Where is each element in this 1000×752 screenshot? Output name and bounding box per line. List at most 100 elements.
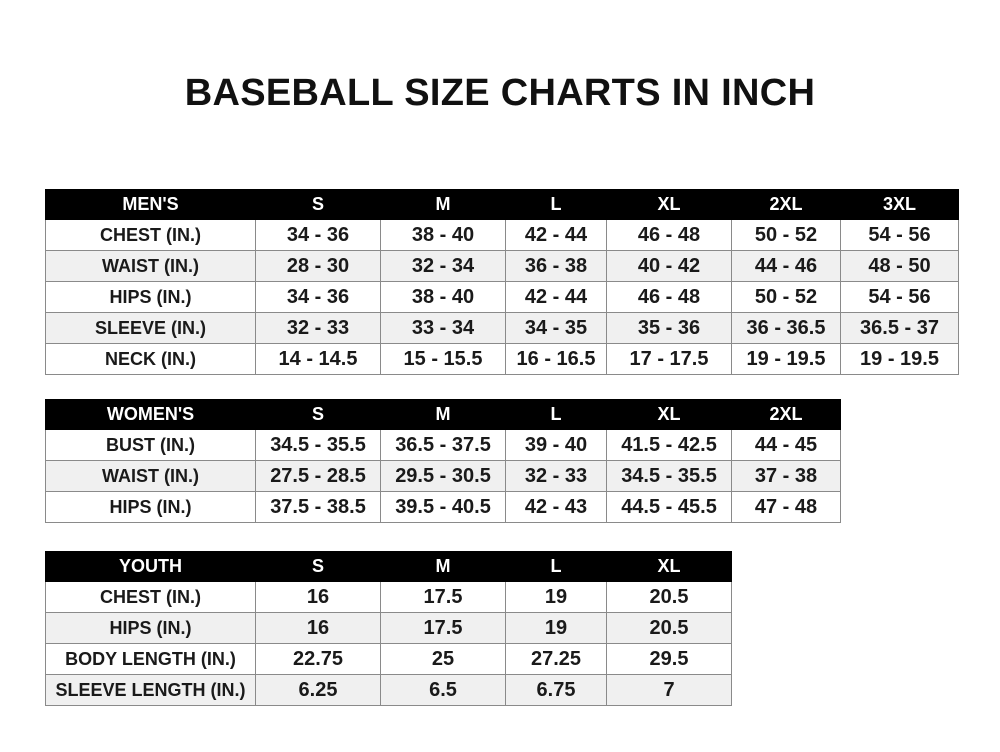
size-value-cell: 7 <box>606 674 732 706</box>
size-value-cell: 44 - 45 <box>731 429 841 461</box>
measurement-label: CHEST (IN.) <box>45 581 256 613</box>
size-column-header: 2XL <box>731 189 841 220</box>
size-value-cell: 36.5 - 37.5 <box>380 429 506 461</box>
table-row: HIPS (IN.) 16 17.5 19 20.5 <box>45 612 732 644</box>
size-value-cell: 39 - 40 <box>505 429 607 461</box>
size-value-cell: 19 - 19.5 <box>840 343 959 375</box>
size-value-cell: 17.5 <box>380 612 506 644</box>
size-column-header: 3XL <box>840 189 959 220</box>
size-value-cell: 35 - 36 <box>606 312 732 344</box>
size-value-cell: 42 - 44 <box>505 281 607 313</box>
size-column-header: S <box>255 551 381 582</box>
measurement-label: WAIST (IN.) <box>45 250 256 282</box>
table-category-header: MEN'S <box>45 189 256 220</box>
page-title: BASEBALL SIZE CHARTS IN INCH <box>184 72 816 114</box>
size-value-cell: 17.5 <box>380 581 506 613</box>
header-row: WOMEN'S S M L XL 2XL <box>45 399 841 430</box>
measurement-label: WAIST (IN.) <box>45 460 256 492</box>
size-value-cell: 44 - 46 <box>731 250 841 282</box>
size-value-cell: 29.5 <box>606 643 732 675</box>
measurement-label: SLEEVE LENGTH (IN.) <box>45 674 256 706</box>
size-value-cell: 19 - 19.5 <box>731 343 841 375</box>
size-value-cell: 28 - 30 <box>255 250 381 282</box>
size-column-header: S <box>255 399 381 430</box>
measurement-label: BODY LENGTH (IN.) <box>45 643 256 675</box>
youth-size-table: YOUTH S M L XL CHEST (IN.) 16 17.5 19 20.5 HIPS (I… <box>45 551 732 706</box>
size-value-cell: 33 - 34 <box>380 312 506 344</box>
size-value-cell: 27.25 <box>505 643 607 675</box>
size-column-header: M <box>380 399 506 430</box>
size-value-cell: 14 - 14.5 <box>255 343 381 375</box>
size-value-cell: 44.5 - 45.5 <box>606 491 732 523</box>
size-column-header: M <box>380 189 506 220</box>
table-row: CHEST (IN.) 34 - 36 38 - 40 42 - 44 46 - 48 5… <box>45 219 959 251</box>
size-value-cell: 22.75 <box>255 643 381 675</box>
size-column-header: L <box>505 189 607 220</box>
measurement-label: SLEEVE (IN.) <box>45 312 256 344</box>
size-value-cell: 27.5 - 28.5 <box>255 460 381 492</box>
header-row: YOUTH S M L XL <box>45 551 732 582</box>
size-value-cell: 29.5 - 30.5 <box>380 460 506 492</box>
size-value-cell: 48 - 50 <box>840 250 959 282</box>
size-value-cell: 19 <box>505 612 607 644</box>
size-value-cell: 36 - 36.5 <box>731 312 841 344</box>
mens-size-table: MEN'S S M L XL 2XL 3XL CHEST (IN.) 34 - 36 38 - 4… <box>45 189 959 375</box>
measurement-label: NECK (IN.) <box>45 343 256 375</box>
size-value-cell: 36 - 38 <box>505 250 607 282</box>
size-value-cell: 36.5 - 37 <box>840 312 959 344</box>
table-category-header: YOUTH <box>45 551 256 582</box>
table-row: WAIST (IN.) 28 - 30 32 - 34 36 - 38 40 - 42 4… <box>45 250 959 282</box>
size-column-header: XL <box>606 551 732 582</box>
size-value-cell: 50 - 52 <box>731 281 841 313</box>
table-row: SLEEVE LENGTH (IN.) 6.25 6.5 6.75 7 <box>45 674 732 706</box>
measurement-label: HIPS (IN.) <box>45 491 256 523</box>
size-value-cell: 47 - 48 <box>731 491 841 523</box>
size-value-cell: 46 - 48 <box>606 281 732 313</box>
size-value-cell: 40 - 42 <box>606 250 732 282</box>
size-value-cell: 39.5 - 40.5 <box>380 491 506 523</box>
size-value-cell: 16 <box>255 581 381 613</box>
size-value-cell: 50 - 52 <box>731 219 841 251</box>
table-row: WAIST (IN.) 27.5 - 28.5 29.5 - 30.5 32 - 33… <box>45 460 841 492</box>
size-value-cell: 42 - 44 <box>505 219 607 251</box>
table-row: CHEST (IN.) 16 17.5 19 20.5 <box>45 581 732 613</box>
size-value-cell: 38 - 40 <box>380 219 506 251</box>
size-value-cell: 16 <box>255 612 381 644</box>
header-row: MEN'S S M L XL 2XL 3XL <box>45 189 959 220</box>
size-value-cell: 41.5 - 42.5 <box>606 429 732 461</box>
measurement-label: HIPS (IN.) <box>45 281 256 313</box>
size-value-cell: 16 - 16.5 <box>505 343 607 375</box>
size-value-cell: 15 - 15.5 <box>380 343 506 375</box>
size-column-header: M <box>380 551 506 582</box>
size-value-cell: 34 - 35 <box>505 312 607 344</box>
table-category-header: WOMEN'S <box>45 399 256 430</box>
measurement-label: HIPS (IN.) <box>45 612 256 644</box>
size-value-cell: 54 - 56 <box>840 219 959 251</box>
size-value-cell: 25 <box>380 643 506 675</box>
size-value-cell: 42 - 43 <box>505 491 607 523</box>
measurement-label: BUST (IN.) <box>45 429 256 461</box>
table-row: BUST (IN.) 34.5 - 35.5 36.5 - 37.5 39 - 40 4… <box>45 429 841 461</box>
size-column-header: L <box>505 551 607 582</box>
size-value-cell: 32 - 33 <box>255 312 381 344</box>
measurement-label: CHEST (IN.) <box>45 219 256 251</box>
size-value-cell: 17 - 17.5 <box>606 343 732 375</box>
table-row: BODY LENGTH (IN.) 22.75 25 27.25 29.5 <box>45 643 732 675</box>
size-value-cell: 38 - 40 <box>380 281 506 313</box>
size-value-cell: 19 <box>505 581 607 613</box>
table-row: HIPS (IN.) 37.5 - 38.5 39.5 - 40.5 42 - 43 4… <box>45 491 841 523</box>
size-value-cell: 32 - 34 <box>380 250 506 282</box>
size-value-cell: 34.5 - 35.5 <box>255 429 381 461</box>
size-value-cell: 6.5 <box>380 674 506 706</box>
size-value-cell: 37 - 38 <box>731 460 841 492</box>
size-value-cell: 34.5 - 35.5 <box>606 460 732 492</box>
womens-size-table: WOMEN'S S M L XL 2XL BUST (IN.) 34.5 - 35.5 36.5… <box>45 399 841 523</box>
size-value-cell: 32 - 33 <box>505 460 607 492</box>
size-column-header: S <box>255 189 381 220</box>
size-value-cell: 54 - 56 <box>840 281 959 313</box>
size-column-header: XL <box>606 399 732 430</box>
table-row: SLEEVE (IN.) 32 - 33 33 - 34 34 - 35 35 - 36… <box>45 312 959 344</box>
size-value-cell: 6.75 <box>505 674 607 706</box>
size-column-header: L <box>505 399 607 430</box>
size-value-cell: 20.5 <box>606 581 732 613</box>
